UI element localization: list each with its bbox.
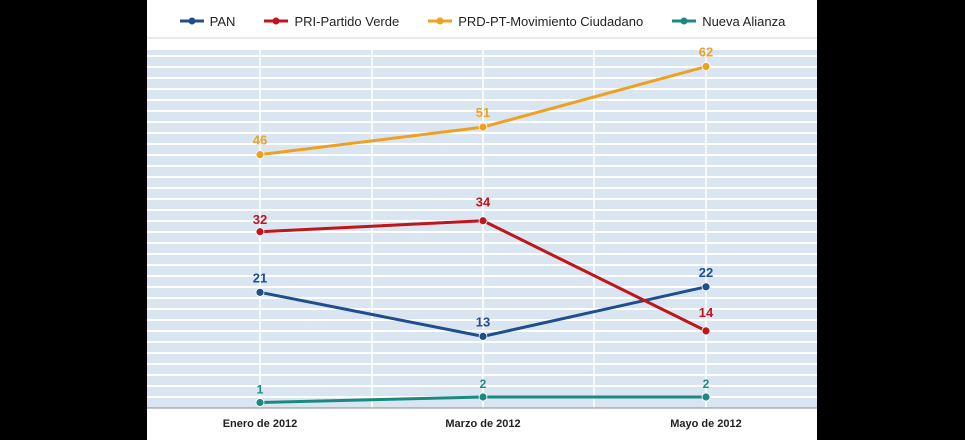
data-point xyxy=(255,287,265,297)
x-tick-label: Mayo de 2012 xyxy=(670,418,742,430)
legend-item: PRD-PT-Movimiento Ciudadano xyxy=(427,14,643,29)
data-label: 21 xyxy=(253,270,267,285)
data-point xyxy=(478,216,488,226)
legend-label: PRD-PT-Movimiento Ciudadano xyxy=(458,13,644,29)
data-label: 32 xyxy=(253,212,267,227)
data-point xyxy=(478,122,488,132)
legend-swatch xyxy=(179,17,204,25)
x-tick-label: Marzo de 2012 xyxy=(445,418,520,430)
data-point xyxy=(701,392,711,402)
data-point xyxy=(478,392,488,402)
data-label: 34 xyxy=(476,195,491,210)
legend-item: PAN xyxy=(179,13,236,29)
data-point xyxy=(701,326,711,336)
chart-frame: PAN PRI-Partido Verde PRD-PT-Movimiento Ci… xyxy=(147,0,817,440)
legend-swatch xyxy=(428,17,453,25)
plot-area xyxy=(147,50,817,408)
legend-item: PRI-Partido Verde xyxy=(263,14,399,29)
legend-label: PRI-Partido Verde xyxy=(294,13,400,29)
data-label: 2 xyxy=(480,377,487,391)
data-label: 51 xyxy=(476,105,490,120)
data-label: 13 xyxy=(476,314,490,329)
data-label: 1 xyxy=(257,382,264,396)
data-point xyxy=(701,282,711,292)
data-point xyxy=(255,150,265,160)
data-label: 2 xyxy=(703,377,710,391)
legend-label: PAN xyxy=(209,13,236,29)
x-tick-label: Enero de 2012 xyxy=(223,418,298,430)
data-label: 14 xyxy=(699,305,714,320)
line-chart: Enero de 2012 Marzo de 2012 Mayo de 201221… xyxy=(147,37,817,430)
data-label: 46 xyxy=(253,133,267,148)
data-label: 62 xyxy=(699,45,713,60)
legend-label: Nueva Alianza xyxy=(702,13,786,29)
legend-swatch xyxy=(264,17,289,25)
legend-swatch xyxy=(672,17,697,25)
legend-item: Nueva Alianza xyxy=(671,14,785,29)
data-point xyxy=(701,62,711,71)
data-point xyxy=(255,398,265,407)
legend: PAN PRI-Partido Verde PRD-PT-Movimiento Ci… xyxy=(147,8,817,34)
data-label: 22 xyxy=(699,265,713,280)
data-point xyxy=(255,227,265,237)
data-point xyxy=(478,331,488,341)
